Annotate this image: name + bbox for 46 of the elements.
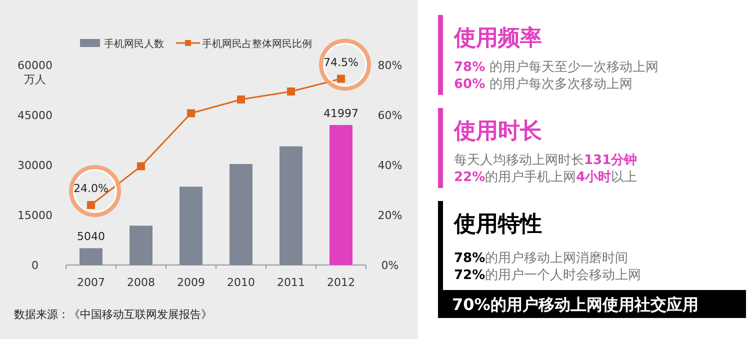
y-tick-label: 15000 bbox=[18, 209, 52, 222]
y2-tick-label: 40% bbox=[378, 159, 402, 172]
y2-tick-label: 20% bbox=[378, 209, 402, 222]
x-tick-label: 2011 bbox=[277, 276, 305, 289]
bar bbox=[230, 164, 252, 265]
x-tick-label: 2008 bbox=[127, 276, 155, 289]
data-label: 24.0% bbox=[74, 182, 108, 195]
x-tick-label: 2012 bbox=[327, 276, 355, 289]
text: 72%的用户一个人时会移动上网 bbox=[454, 268, 642, 283]
y-axis-title: 万人 bbox=[24, 73, 46, 86]
data-label: 41997 bbox=[324, 107, 358, 120]
bar bbox=[180, 186, 202, 265]
text: 78%的用户移动上网消磨时间 bbox=[454, 251, 628, 266]
y-tick-label: 45000 bbox=[18, 109, 52, 122]
x-tick-label: 2009 bbox=[177, 276, 205, 289]
source-note: 数据来源：《中国移动互联网发展报告》 bbox=[14, 308, 212, 321]
point bbox=[187, 109, 195, 118]
x-tick-label: 2010 bbox=[227, 276, 255, 289]
point bbox=[237, 96, 245, 104]
point bbox=[287, 88, 295, 96]
y-tick-label: 0 bbox=[32, 259, 38, 272]
legend-label: 手机网民人数 bbox=[104, 38, 164, 50]
y-tick-label: 30000 bbox=[18, 159, 52, 172]
bar bbox=[80, 248, 102, 265]
text: 70%的用户移动上网使用社交应用 bbox=[452, 295, 698, 314]
text: 78% 的用户每天至少一次移动上网 bbox=[454, 60, 658, 75]
text: 使用时长 bbox=[453, 119, 543, 144]
data-label: 74.5% bbox=[324, 56, 358, 69]
text: 60% 的用户每次多次移动上网 bbox=[454, 77, 632, 92]
text: 每天人均移动上网时长131分钟 bbox=[454, 153, 638, 168]
y-tick-label: 60000 bbox=[18, 59, 52, 72]
data-label: 5040 bbox=[77, 230, 105, 244]
point bbox=[87, 201, 95, 209]
bar bbox=[330, 125, 352, 265]
bar bbox=[280, 146, 302, 265]
y2-tick-label: 0% bbox=[381, 259, 399, 272]
x-tick-label: 2007 bbox=[77, 276, 105, 289]
point bbox=[337, 74, 345, 83]
bar bbox=[130, 226, 152, 265]
text: 使用频率 bbox=[453, 25, 542, 51]
point bbox=[137, 162, 145, 170]
legend-label: 手机网民占整体网民比例 bbox=[202, 38, 312, 50]
text: 使用特性 bbox=[453, 212, 542, 237]
text: 22%的用户手机上网4小时以上 bbox=[454, 170, 638, 185]
y2-tick-label: 60% bbox=[378, 109, 402, 122]
y2-tick-label: 80% bbox=[378, 59, 402, 72]
